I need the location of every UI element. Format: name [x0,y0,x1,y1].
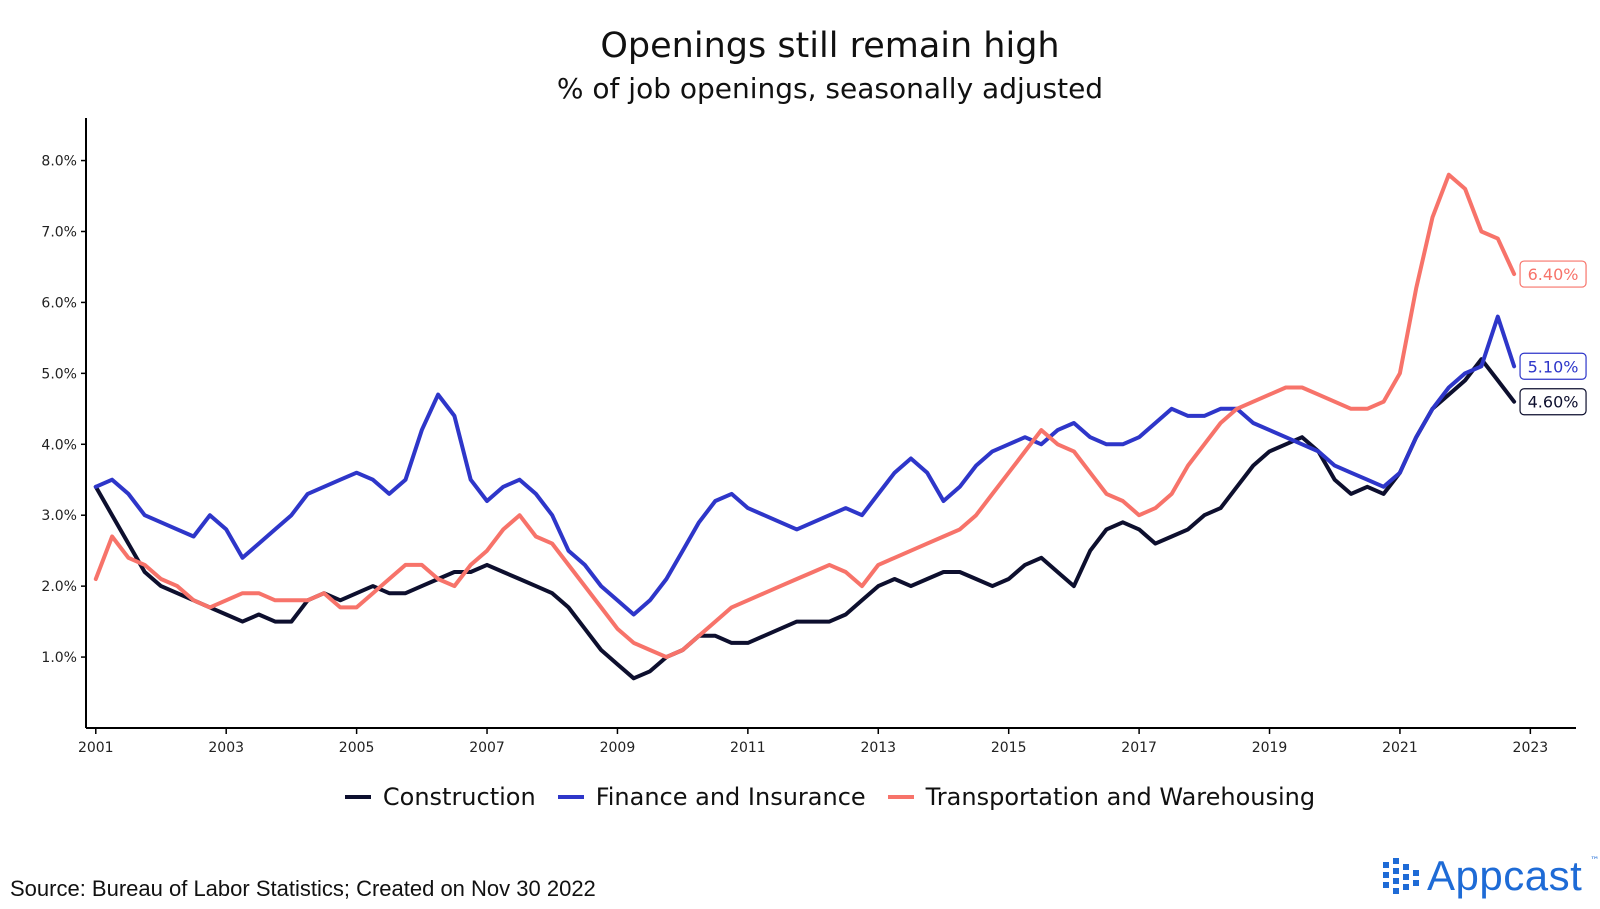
x-tick-label: 2009 [600,740,636,756]
brand-trademark: ™ [1590,856,1600,866]
y-tick-label: 2.0% [41,579,77,595]
legend-swatch [557,795,584,799]
chart-subtitle: % of job openings, seasonally adjusted [556,72,1104,105]
end-label: 4.60% [1528,393,1579,412]
series-line-transportation-and-warehousing [93,172,1517,660]
chart-title: Openings still remain high [600,26,1060,66]
chart-legend: Construction Finance and Insurance Transpo… [0,783,1600,811]
legend-item: Finance and Insurance [557,783,866,811]
y-tick-label: 7.0% [41,224,77,240]
source-note: Source: Bureau of Labor Statistics; Crea… [10,876,596,901]
end-label: 6.40% [1528,265,1579,284]
end-label-box [1519,352,1587,380]
y-tick-label: 1.0% [41,650,77,666]
series-line-construction [93,357,1517,681]
series-line-finance-and-insurance [93,314,1517,617]
x-tick-label: 2013 [860,740,896,756]
x-tick-label: 2003 [208,740,244,756]
legend-label: Construction [382,783,536,811]
end-label: 5.10% [1528,357,1579,376]
legend-swatch [887,795,914,799]
x-tick-label: 2019 [1252,740,1288,756]
legend-label: Transportation and Warehousing [925,783,1316,811]
y-tick-label: 8.0% [41,154,77,170]
end-label-box [1519,388,1587,416]
brand-name: Appcast [1427,852,1583,899]
end-label-box [1519,260,1587,288]
x-tick-label: 2015 [991,740,1027,756]
x-tick-label: 2023 [1513,740,1549,756]
appcast-logo: Appcast ™ [1383,852,1599,900]
x-tick-label: 2021 [1382,740,1418,756]
y-tick-label: 3.0% [41,508,77,524]
legend-label: Finance and Insurance [595,783,866,811]
legend-swatch [344,795,371,799]
legend-item: Construction [344,783,536,811]
x-tick-label: 2001 [78,740,114,756]
x-tick-label: 2007 [469,740,505,756]
x-tick-label: 2017 [1121,740,1157,756]
x-tick-label: 2005 [339,740,375,756]
y-tick-label: 5.0% [41,366,77,382]
legend-item: Transportation and Warehousing [887,783,1316,811]
y-tick-label: 4.0% [41,437,77,453]
x-tick-label: 2011 [730,740,766,756]
appcast-grid-icon [1383,858,1419,894]
y-tick-label: 6.0% [41,295,77,311]
